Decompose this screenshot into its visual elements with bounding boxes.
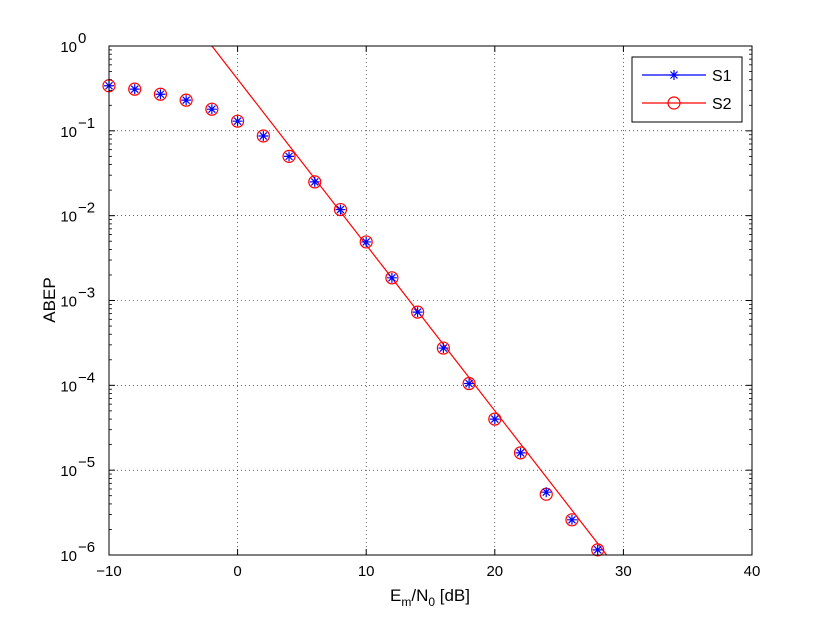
data-point-S2 [282,149,296,163]
legend-label: S2 [712,96,732,113]
data-point-S1 [541,487,552,498]
y-tick-label-exponent: −5 [78,454,95,471]
y-tick-label: 10 [60,39,77,56]
data-point-S2 [565,513,579,527]
data-point-S2 [179,93,193,107]
data-point-S2 [231,114,245,128]
data-point-S2 [128,82,142,96]
y-axis-label: ABEP [40,277,59,322]
data-point-S1 [258,130,269,141]
data-point-S2 [359,235,373,249]
x-tick-label: 30 [615,563,632,580]
data-point-S2 [591,543,605,557]
series-S2-points [102,79,605,557]
plot-area [109,46,752,555]
data-point-S2 [385,271,399,285]
y-tick-label: 10 [60,294,77,311]
data-point-S2 [513,446,528,460]
data-point-S2 [308,175,322,189]
data-point-S2 [488,412,502,426]
y-tick-label: 10 [60,124,77,141]
series-asymptote-line [211,45,608,556]
y-tick-label: 10 [60,463,77,480]
grid [109,46,752,555]
y-tick-label: 10 [60,548,77,565]
data-point-S1 [155,89,166,100]
data-point-S1 [489,414,500,425]
data-point-S1 [464,378,475,389]
data-point-S2 [256,129,270,143]
legend-entry-S2: S2 [642,96,732,113]
data-point-S2 [333,202,348,217]
legend-label: S1 [712,68,732,85]
data-point-S1 [129,84,140,95]
data-point-S1 [515,447,526,458]
data-point-S2 [462,376,476,391]
data-point-S1 [206,104,217,115]
y-tick-label-exponent: 0 [78,30,86,47]
legend-marker-circle [667,96,681,110]
data-point-S2 [153,87,168,101]
data-point-S1 [566,514,577,525]
y-tick-label: 10 [60,209,77,226]
data-point-S1 [361,236,372,247]
series-S1-points [104,80,603,555]
data-point-S1 [438,343,449,354]
y-tick-label-exponent: −4 [78,369,95,386]
data-point-S1 [181,95,192,106]
data-point-S2 [411,305,425,319]
data-point-S2 [205,102,219,116]
data-point-S1 [592,544,603,555]
x-tick-label: 0 [233,563,241,580]
x-tick-label: −10 [96,563,121,580]
y-tick-label-exponent: −1 [78,115,95,132]
y-tick-label: 10 [60,378,77,395]
data-point-S1 [232,116,243,127]
data-point-S1 [309,176,320,187]
legend-marker-asterisk [669,70,679,80]
y-tick-label-exponent: −2 [78,200,95,217]
y-tick-label-exponent: −3 [78,285,95,302]
data-point-S1 [335,204,346,215]
legend: S1 S2 [631,56,743,123]
data-point-S1 [284,151,295,162]
x-tick-label: 20 [486,563,503,580]
x-axis-label: Em/N0 [dB] [390,586,470,609]
x-tick-label: 40 [744,563,761,580]
x-tick-label: 10 [358,563,375,580]
data-point-S2 [436,341,450,355]
series-layer [102,45,608,557]
axis-ticks [108,45,753,556]
data-point-S1 [412,307,423,318]
x-tick-labels: −10 0 10 20 30 40 [96,563,760,580]
legend-box [631,56,743,123]
y-tick-label-exponent: −6 [78,539,95,556]
legend-entry-S1: S1 [642,68,732,85]
data-point-S1 [386,272,397,283]
